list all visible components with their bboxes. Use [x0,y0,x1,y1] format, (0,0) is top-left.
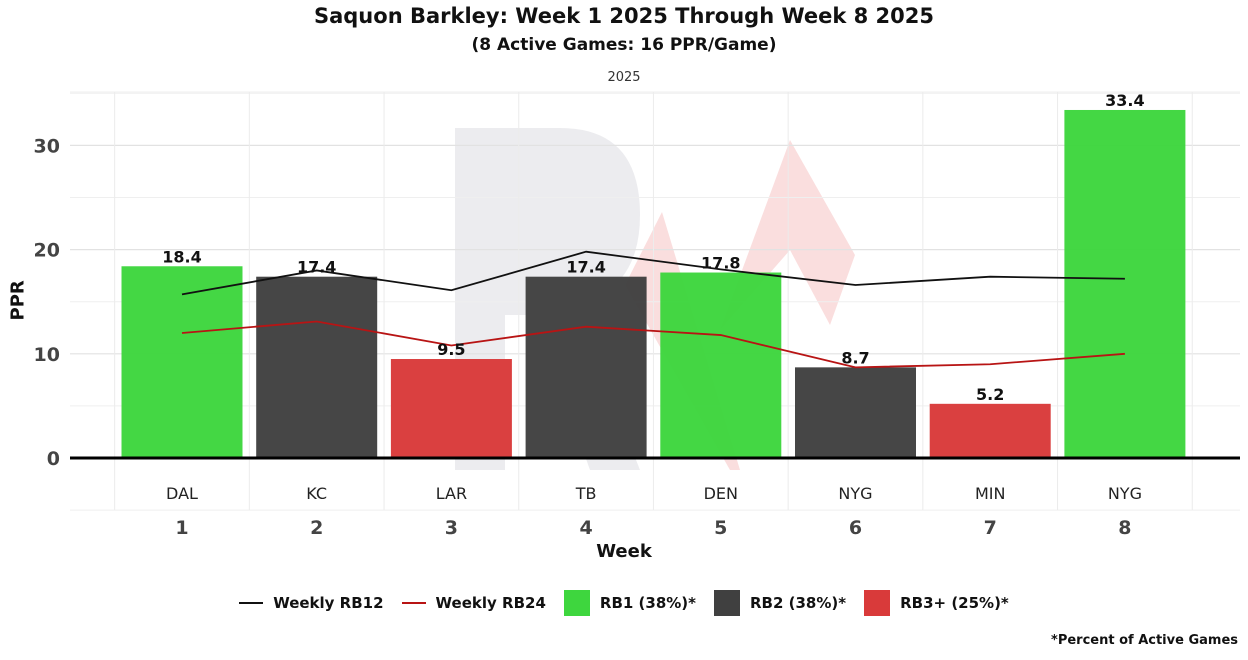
data-label: 8.7 [841,348,869,367]
y-tick-label: 30 [34,135,60,157]
bar [929,403,1051,458]
y-tick-label: 10 [34,344,60,366]
legend-label: RB1 (38%)* [599,594,696,612]
y-axis-label: PPR [7,280,29,321]
data-label: 18.4 [162,247,201,266]
series-line-weekly-rb12 [181,250,1125,296]
data-label: 17.4 [297,258,336,277]
legend-color-swatch [864,590,891,616]
opponent-label: KC [306,484,327,503]
opponent-label: NYG [838,484,872,503]
legend-color-swatch [563,590,590,616]
bar [390,359,512,458]
opponent-label: DAL [166,484,198,503]
data-label: 17.8 [701,254,740,273]
chart-legend: Weekly RB12 Weekly RB24 RB1 (38%)* RB2 (38%… [0,590,1248,616]
bar [256,276,378,458]
bar [1064,109,1186,459]
x-tick-label: 7 [984,517,997,539]
legend-label: Weekly RB24 [435,594,546,612]
x-tick-label: 2 [310,517,323,539]
x-axis-label: Week [596,541,652,562]
chart-title: Saquon Barkley: Week 1 2025 Through Week… [313,4,934,28]
y-tick-label: 0 [47,448,60,470]
bar [121,266,243,458]
legend-label: RB2 (38%)* [750,594,847,612]
x-tick-label: 6 [849,517,862,539]
bar [795,367,916,458]
season-label: 2025 [607,70,641,85]
legend-label: RB3+ (25%)* [900,594,1009,612]
data-label: 17.4 [566,258,605,277]
series-line-weekly-rb24 [181,320,1125,369]
data-label: 33.4 [1105,91,1144,110]
x-tick-label: 3 [445,517,458,539]
footnote: *Percent of Active Games [1051,633,1238,648]
legend-label: Weekly RB12 [273,594,384,612]
legend-item: RB3+ (25%)* [864,590,1009,616]
x-tick-label: 1 [175,517,188,539]
opponent-label: LAR [436,484,467,503]
legend-color-swatch [714,590,740,616]
x-tick-label: 8 [1118,517,1131,539]
bar-chart: 0 10 20 30 18.4 17.4 9.5 17.4 17.8 8.7 5.2 33.4 DAL K… [34,91,1240,539]
legend-line-swatch [239,602,264,604]
opponent-label: MIN [975,484,1006,503]
chart-subtitle: (8 Active Games: 16 PPR/Game) [471,35,777,55]
x-tick-label: 5 [714,517,727,539]
opponent-label: TB [575,484,597,503]
data-label: 5.2 [976,385,1004,404]
opponent-label: NYG [1108,484,1142,503]
y-tick-label: 20 [34,240,60,262]
bar [525,276,647,458]
opponent-label: DEN [704,484,738,503]
data-label: 9.5 [437,340,465,359]
legend-item: Weekly RB24 [401,594,546,612]
x-tick-label: 4 [579,517,592,539]
bar [660,272,782,458]
legend-item: RB1 (38%)* [563,590,696,616]
legend-item: RB2 (38%)* [714,590,846,616]
legend-item: Weekly RB12 [239,594,384,612]
legend-line-swatch [401,602,426,604]
